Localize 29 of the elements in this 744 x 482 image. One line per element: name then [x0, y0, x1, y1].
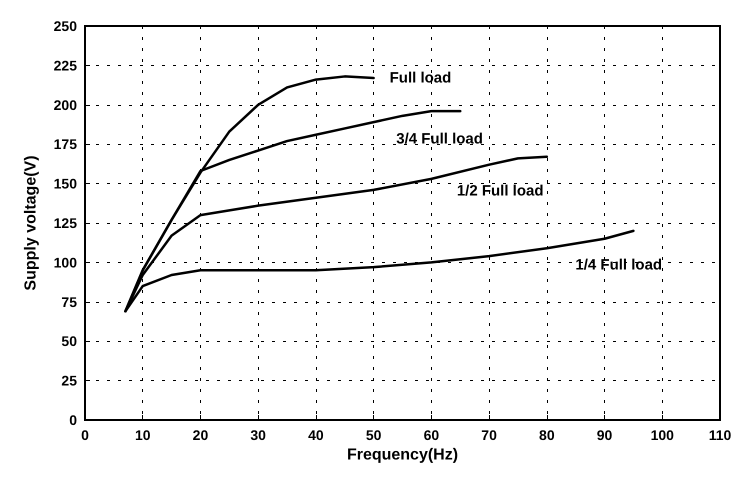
x-tick-label: 10 — [134, 427, 151, 443]
y-tick-label: 175 — [54, 136, 78, 152]
x-tick-label: 30 — [250, 427, 266, 443]
y-tick-label: 75 — [61, 294, 78, 310]
y-tick-label: 0 — [69, 412, 78, 428]
x-tick-label: 90 — [596, 427, 613, 443]
x-tick-label: 40 — [308, 427, 324, 443]
y-tick-label: 25 — [61, 372, 78, 389]
y-tick-label: 200 — [54, 96, 78, 113]
x-tick-label: 70 — [481, 427, 498, 443]
x-tick-label: 100 — [650, 427, 674, 443]
series-label: 1/2 Full load — [456, 182, 544, 200]
y-axis-title: Supply voltage(V) — [22, 155, 40, 291]
y-tick-label: 50 — [61, 333, 78, 350]
y-tick-label: 100 — [54, 254, 78, 270]
series-label: 1/4 Full load — [575, 256, 662, 274]
x-tick-label: 60 — [424, 427, 440, 443]
x-tick-label: 0 — [81, 427, 90, 443]
x-axis-title: Frequency(Hz) — [346, 446, 458, 464]
y-tick-label: 250 — [54, 18, 78, 34]
x-tick-label: 50 — [366, 427, 382, 443]
y-tick-label: 225 — [54, 57, 78, 74]
x-tick-label: 20 — [192, 427, 208, 443]
x-tick-label: 110 — [708, 427, 732, 443]
x-tick-label: 80 — [539, 427, 555, 443]
series-label: 3/4 Full load — [396, 130, 483, 148]
series-label: Full load — [390, 70, 452, 87]
y-tick-label: 150 — [54, 176, 78, 192]
y-tick-label: 125 — [54, 215, 78, 231]
